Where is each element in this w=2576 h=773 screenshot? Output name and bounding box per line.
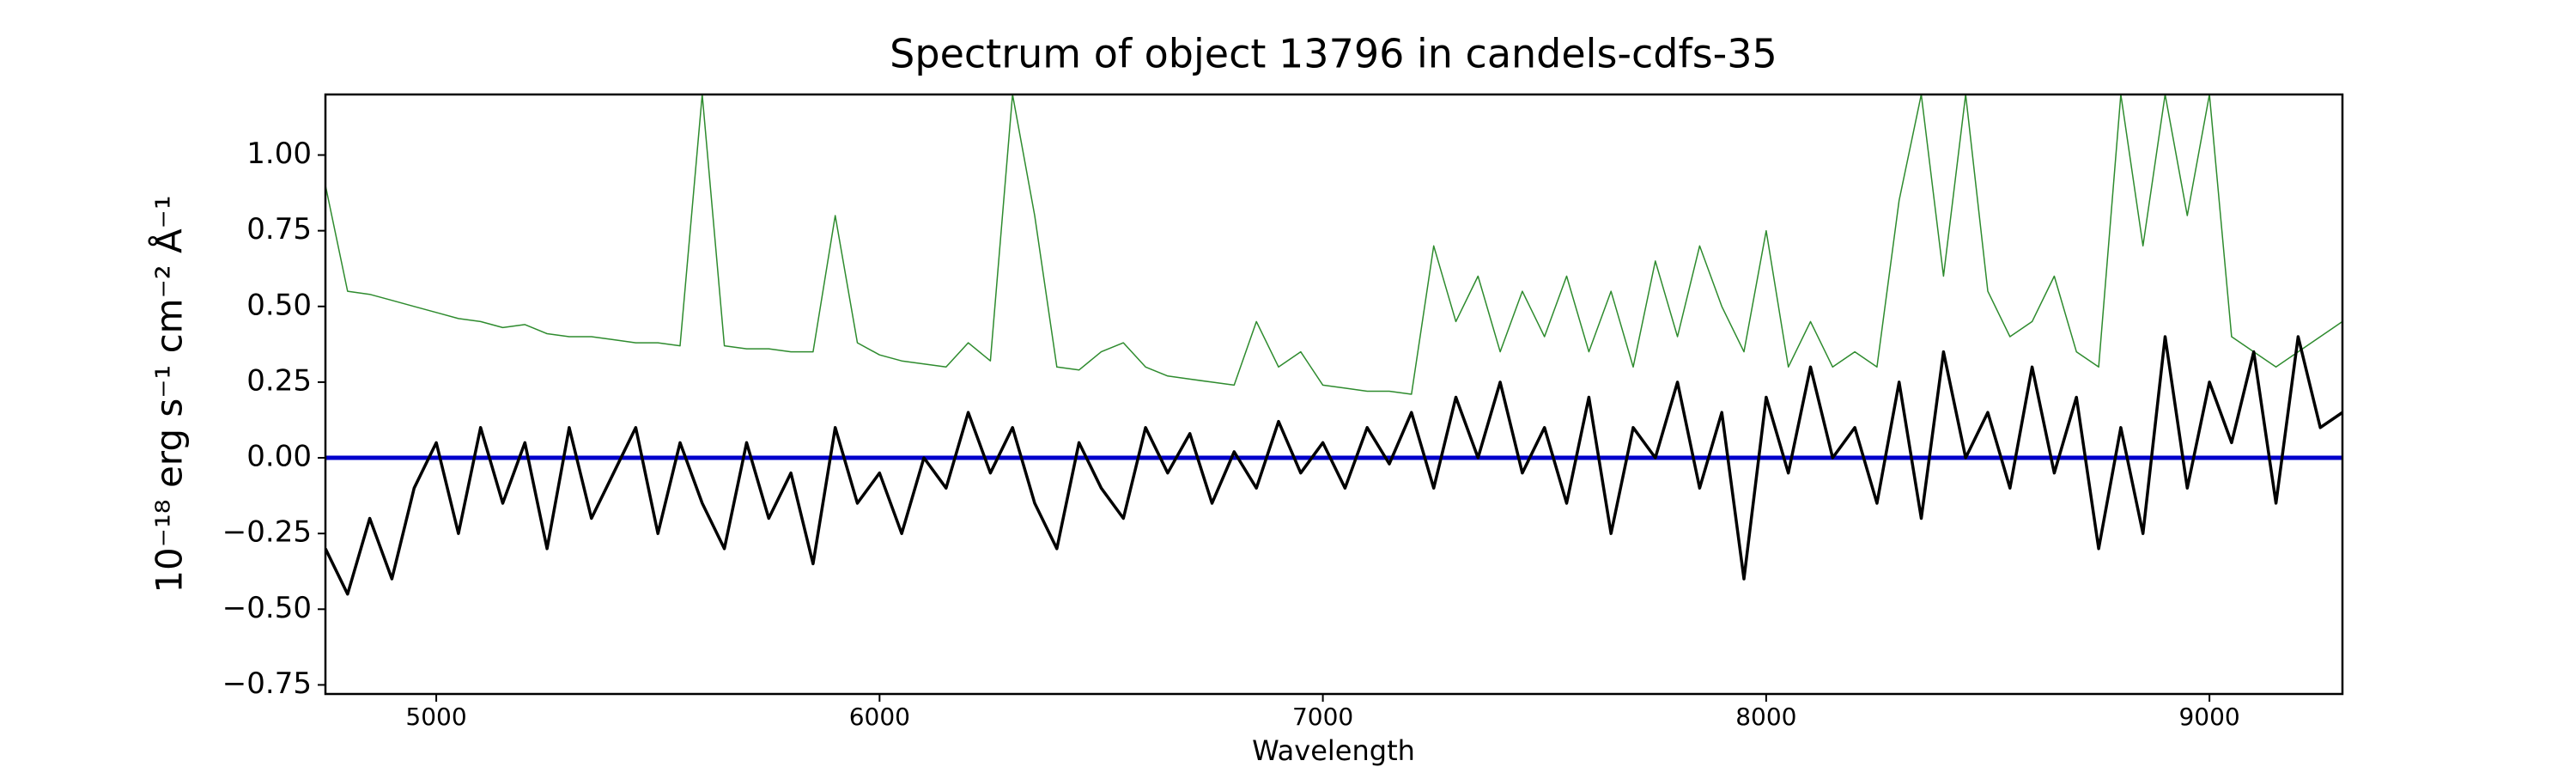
x-axis-label: Wavelength bbox=[1252, 734, 1415, 767]
y-tick-label: 0.00 bbox=[246, 440, 312, 474]
plot-frame bbox=[324, 93, 2344, 696]
y-tick-label: 0.50 bbox=[246, 288, 312, 322]
spectrum-line bbox=[325, 94, 2342, 395]
x-tick-label: 7000 bbox=[1292, 703, 1353, 731]
chart-title: Spectrum of object 13796 in candels-cdfs… bbox=[890, 31, 1777, 77]
y-tick-label: −0.50 bbox=[222, 591, 312, 625]
y-tick-label: 0.25 bbox=[246, 363, 312, 398]
spectrum-line bbox=[325, 335, 2342, 596]
plot-area bbox=[325, 94, 2342, 596]
x-tick-label: 9000 bbox=[2178, 703, 2239, 731]
y-axis-label: 10⁻¹⁸ erg s⁻¹ cm⁻² Å⁻¹ bbox=[148, 195, 191, 593]
x-tick-label: 6000 bbox=[849, 703, 910, 731]
x-tick-label: 8000 bbox=[1735, 703, 1796, 731]
y-tick-label: −0.75 bbox=[222, 666, 312, 701]
y-tick-label: −0.25 bbox=[222, 515, 312, 550]
y-tick-label: 0.75 bbox=[246, 212, 312, 247]
y-tick-label: 1.00 bbox=[246, 137, 312, 171]
x-tick-label: 5000 bbox=[405, 703, 466, 731]
